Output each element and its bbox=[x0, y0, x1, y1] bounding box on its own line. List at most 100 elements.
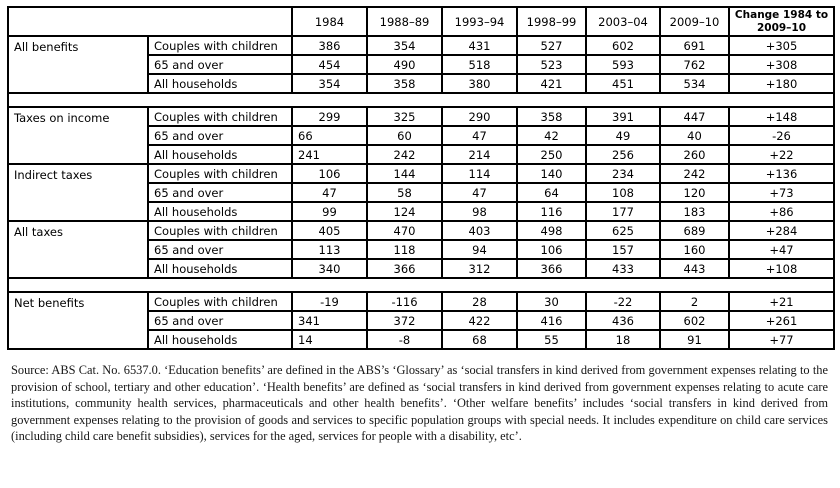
value-cell: 256 bbox=[585, 144, 661, 165]
value-cell: 358 bbox=[366, 73, 443, 94]
value-cell: 91 bbox=[659, 329, 730, 350]
value-cell: 177 bbox=[585, 201, 661, 222]
benefits-taxes-table: 1984 1988–89 1993–94 1998–99 2003–04 2009–10 C… bbox=[7, 6, 835, 350]
col-header-year: 1984 bbox=[291, 6, 368, 37]
value-cell: 47 bbox=[441, 182, 518, 203]
value-cell: 140 bbox=[516, 163, 587, 184]
value-cell: 354 bbox=[291, 73, 368, 94]
value-cell: 451 bbox=[585, 73, 661, 94]
value-cell: +22 bbox=[728, 144, 835, 165]
group-label: Net benefits bbox=[7, 291, 149, 350]
value-cell: 354 bbox=[366, 35, 443, 56]
col-header-year: 1993–94 bbox=[441, 6, 518, 37]
value-cell: 242 bbox=[659, 163, 730, 184]
value-cell: 47 bbox=[441, 125, 518, 146]
value-cell: 60 bbox=[366, 125, 443, 146]
spacer-row bbox=[7, 92, 835, 108]
value-cell: 762 bbox=[659, 54, 730, 75]
value-cell: 490 bbox=[366, 54, 443, 75]
group-label: All taxes bbox=[7, 220, 149, 279]
col-header-year: 2009–10 bbox=[659, 6, 730, 37]
corner-cell bbox=[7, 6, 293, 37]
value-cell: 2 bbox=[659, 291, 730, 312]
header-row: 1984 1988–89 1993–94 1998–99 2003–04 2009–10 C… bbox=[7, 6, 835, 37]
value-cell: 341 bbox=[291, 310, 368, 331]
household-type-label: 65 and over bbox=[147, 125, 293, 146]
value-cell: 691 bbox=[659, 35, 730, 56]
value-cell: -26 bbox=[728, 125, 835, 146]
table-row: All households 14 -8 68 55 18 91 +77 bbox=[8, 329, 835, 350]
value-cell: +148 bbox=[728, 106, 835, 127]
value-cell: 183 bbox=[659, 201, 730, 222]
household-type-label: All households bbox=[147, 258, 293, 279]
col-header-change: Change 1984 to 2009–10 bbox=[728, 6, 835, 37]
value-cell: 40 bbox=[659, 125, 730, 146]
value-cell: 106 bbox=[291, 163, 368, 184]
value-cell: +305 bbox=[728, 35, 835, 56]
value-cell: 470 bbox=[366, 220, 443, 241]
household-type-label: All households bbox=[147, 144, 293, 165]
value-cell: 422 bbox=[441, 310, 518, 331]
value-cell: 113 bbox=[291, 239, 368, 260]
value-cell: 602 bbox=[659, 310, 730, 331]
value-cell: 527 bbox=[516, 35, 587, 56]
value-cell: 120 bbox=[659, 182, 730, 203]
table-row: All households 340 366 312 366 433 443 +108 bbox=[8, 258, 835, 279]
household-type-label: Couples with children bbox=[147, 291, 293, 312]
col-header-year: 1988–89 bbox=[366, 6, 443, 37]
value-cell: 689 bbox=[659, 220, 730, 241]
value-cell: +73 bbox=[728, 182, 835, 203]
col-header-year: 2003–04 bbox=[585, 6, 661, 37]
spacer-cell bbox=[7, 277, 835, 293]
value-cell: 602 bbox=[585, 35, 661, 56]
value-cell: +21 bbox=[728, 291, 835, 312]
value-cell: 55 bbox=[516, 329, 587, 350]
value-cell: 214 bbox=[441, 144, 518, 165]
value-cell: 99 bbox=[291, 201, 368, 222]
value-cell: 106 bbox=[516, 239, 587, 260]
value-cell: 405 bbox=[291, 220, 368, 241]
value-cell: 18 bbox=[585, 329, 661, 350]
table-row: 65 and over 47 58 47 64 108 120 +73 bbox=[8, 182, 835, 203]
value-cell: 534 bbox=[659, 73, 730, 94]
group-label: Taxes on income bbox=[7, 106, 149, 165]
table-row: 65 and over 341 372 422 416 436 602 +261 bbox=[8, 310, 835, 331]
value-cell: 523 bbox=[516, 54, 587, 75]
household-type-label: Couples with children bbox=[147, 35, 293, 56]
value-cell: 593 bbox=[585, 54, 661, 75]
value-cell: -19 bbox=[291, 291, 368, 312]
value-cell: 98 bbox=[441, 201, 518, 222]
value-cell: -8 bbox=[366, 329, 443, 350]
household-type-label: Couples with children bbox=[147, 220, 293, 241]
value-cell: 447 bbox=[659, 106, 730, 127]
table-row: All households 241 242 214 250 256 260 +22 bbox=[8, 144, 835, 165]
value-cell: +86 bbox=[728, 201, 835, 222]
group-label: All benefits bbox=[7, 35, 149, 94]
value-cell: 454 bbox=[291, 54, 368, 75]
value-cell: 241 bbox=[291, 144, 368, 165]
col-header-year: 1998–99 bbox=[516, 6, 587, 37]
table-row: All taxes Couples with children 405 470 403 4… bbox=[7, 220, 835, 279]
value-cell: 366 bbox=[516, 258, 587, 279]
value-cell: +47 bbox=[728, 239, 835, 260]
value-cell: 157 bbox=[585, 239, 661, 260]
value-cell: 386 bbox=[291, 35, 368, 56]
value-cell: 312 bbox=[441, 258, 518, 279]
value-cell: +136 bbox=[728, 163, 835, 184]
value-cell: 325 bbox=[366, 106, 443, 127]
spacer-cell bbox=[7, 92, 835, 108]
household-type-label: Couples with children bbox=[147, 163, 293, 184]
value-cell: 160 bbox=[659, 239, 730, 260]
value-cell: 625 bbox=[585, 220, 661, 241]
value-cell: 118 bbox=[366, 239, 443, 260]
value-cell: 443 bbox=[659, 258, 730, 279]
value-cell: 372 bbox=[366, 310, 443, 331]
value-cell: 250 bbox=[516, 144, 587, 165]
value-cell: -116 bbox=[366, 291, 443, 312]
household-type-label: 65 and over bbox=[147, 54, 293, 75]
value-cell: 242 bbox=[366, 144, 443, 165]
table-row: 65 and over 113 118 94 106 157 160 +47 bbox=[8, 239, 835, 260]
value-cell: 42 bbox=[516, 125, 587, 146]
value-cell: 28 bbox=[441, 291, 518, 312]
value-cell: 433 bbox=[585, 258, 661, 279]
